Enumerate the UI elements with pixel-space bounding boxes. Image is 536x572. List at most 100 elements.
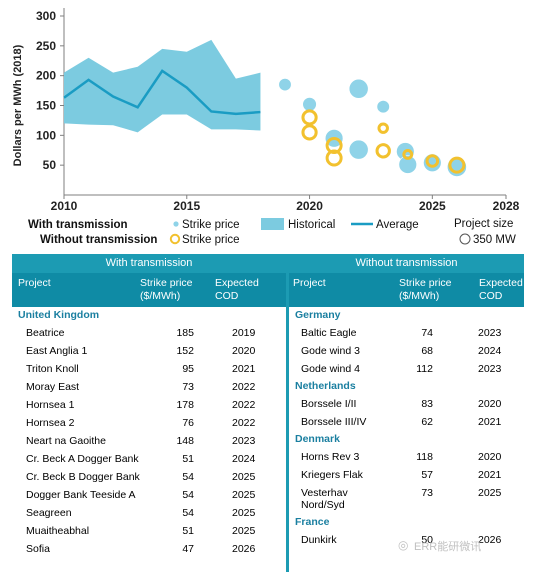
strike-price: 57	[421, 469, 433, 481]
strike-price: 62	[421, 416, 433, 428]
strike-price: 73	[421, 487, 433, 499]
header-project: Project	[18, 277, 51, 289]
expected-cod: 2021	[478, 469, 502, 481]
table-title: Without transmission	[289, 254, 524, 273]
without-transmission-point	[448, 156, 466, 174]
watermark: ERR能研微讯	[414, 541, 482, 553]
strike-price: 95	[182, 363, 194, 375]
project-name: East Anglia 1	[26, 345, 88, 357]
with-transmission-table: With transmission Project Strike price ($/M…	[12, 254, 286, 558]
strike-price-chart: 50 100 150 200 250 300 2010 2015 2020 2025 2028 Dol…	[12, 8, 520, 246]
with-transmission-point	[278, 78, 292, 92]
legend-size-ref-circle	[459, 233, 471, 245]
with-transmission-point	[376, 100, 390, 114]
x-tick-label: 2028	[493, 199, 520, 213]
strike-price: 76	[182, 417, 194, 429]
legend-average: Average	[376, 219, 419, 231]
project-name: Hornsea 1	[26, 399, 75, 411]
project-name: Dogger Bank Teeside A	[26, 489, 136, 501]
project-tables: With transmission Project Strike price ($/M…	[12, 254, 524, 572]
table-header: Project Strike price ($/MWh) Expected COD	[12, 273, 286, 307]
y-tick-label: 300	[36, 9, 56, 23]
strike-price: 54	[182, 489, 194, 501]
expected-cod: 2025	[232, 507, 256, 519]
strike-price: 74	[421, 327, 433, 339]
project-name: Gode wind 4	[301, 363, 360, 375]
table-row: Hornsea 1 178 2022	[12, 396, 286, 414]
legend-project-size: Project size	[454, 218, 513, 230]
table-row: Dogger Bank Teeside A 54 2025	[12, 486, 286, 504]
legend-dot-with	[173, 221, 179, 227]
historical-band	[64, 39, 261, 133]
with-transmission-point	[348, 139, 369, 160]
expected-cod: 2022	[232, 417, 256, 429]
expected-cod: 2026	[232, 543, 256, 555]
expected-cod: 2023	[232, 435, 256, 447]
x-tick-label: 2020	[296, 199, 323, 213]
table-row: Horns Rev 3 118 2020	[289, 448, 524, 466]
without-transmission-point	[301, 109, 318, 126]
project-name: Neart na Gaoithe	[26, 435, 106, 447]
chart-legend: With transmission Strike price Without tra…	[28, 218, 516, 246]
project-name: Beatrice	[26, 327, 65, 339]
expected-cod: 2022	[232, 381, 256, 393]
without-transmission-point	[301, 124, 318, 141]
project-name: Muaitheabhal	[26, 525, 90, 537]
project-name: Seagreen	[26, 507, 72, 519]
table-row: Vesterhav Nord/Syd 73 2025	[289, 484, 524, 514]
strike-price: 47	[182, 543, 194, 555]
table-row: Moray East 73 2022	[12, 378, 286, 396]
expected-cod: 2025	[478, 487, 502, 499]
legend-strike-price-with: Strike price	[182, 219, 240, 231]
expected-cod: 2019	[232, 327, 256, 339]
y-axis-label: Dollars per MWh (2018)	[12, 44, 24, 166]
legend-strike-price-without: Strike price	[182, 234, 240, 246]
y-tick-label: 150	[36, 99, 56, 113]
table-row: Muaitheabhal 51 2025	[12, 522, 286, 540]
chart-axes: 50 100 150 200 250 300 2010 2015 2020 2025 2028 Dol…	[12, 8, 520, 213]
header-strike: Strike price ($/MWh)	[399, 277, 452, 302]
expected-cod: 2023	[478, 327, 502, 339]
project-name: Baltic Eagle	[301, 327, 357, 339]
expected-cod: 2024	[232, 453, 256, 465]
average-line-layer	[63, 69, 261, 116]
without-transmission-point	[325, 149, 343, 167]
y-tick-label: 100	[36, 128, 56, 142]
header-strike: Strike price ($/MWh)	[140, 277, 193, 302]
with-transmission-point	[348, 78, 369, 99]
header-project: Project	[293, 277, 326, 289]
table-row: Neart na Gaoithe 148 2023	[12, 432, 286, 450]
project-name: Borssele I/II	[301, 398, 357, 410]
x-tick-label: 2015	[173, 199, 200, 213]
y-tick-label: 250	[36, 39, 56, 53]
x-tick-label: 2025	[419, 199, 446, 213]
strike-price: 118	[416, 451, 433, 463]
table-divider	[286, 254, 289, 572]
project-points-layer	[278, 78, 467, 177]
without-transmission-table: Without transmission Project Strike price(…	[289, 254, 524, 549]
strike-price: 51	[182, 525, 194, 537]
country-heading: Germany	[295, 309, 341, 321]
country-heading: France	[295, 516, 330, 528]
without-transmission-point	[375, 143, 391, 159]
country-heading: Netherlands	[295, 380, 356, 392]
legend-historical: Historical	[288, 219, 335, 231]
strike-price: 73	[182, 381, 194, 393]
project-name: Triton Knoll	[26, 363, 79, 375]
expected-cod: 2021	[232, 363, 256, 375]
legend-without-transmission: Without transmission	[40, 234, 157, 246]
project-name: Cr. Beck A Dogger Bank	[26, 453, 139, 465]
table-row: Seagreen 54 2025	[12, 504, 286, 522]
table-row: Sofia 47 2026	[12, 540, 286, 558]
expected-cod: 2023	[478, 363, 502, 375]
strike-price: 148	[176, 435, 194, 447]
table-row: Borssele I/II 83 2020	[289, 395, 524, 413]
legend-historical-swatch	[261, 218, 284, 230]
table-row: Beatrice 185 2019	[12, 324, 286, 342]
with-transmission-point	[398, 155, 417, 174]
table-row: Dunkirk 50 2026	[289, 531, 524, 549]
project-name: Hornsea 2	[26, 417, 75, 429]
table-header: Project Strike price ($/MWh) Expected COD	[289, 273, 524, 307]
expected-cod: 2025	[232, 471, 256, 483]
strike-price: 54	[182, 507, 194, 519]
